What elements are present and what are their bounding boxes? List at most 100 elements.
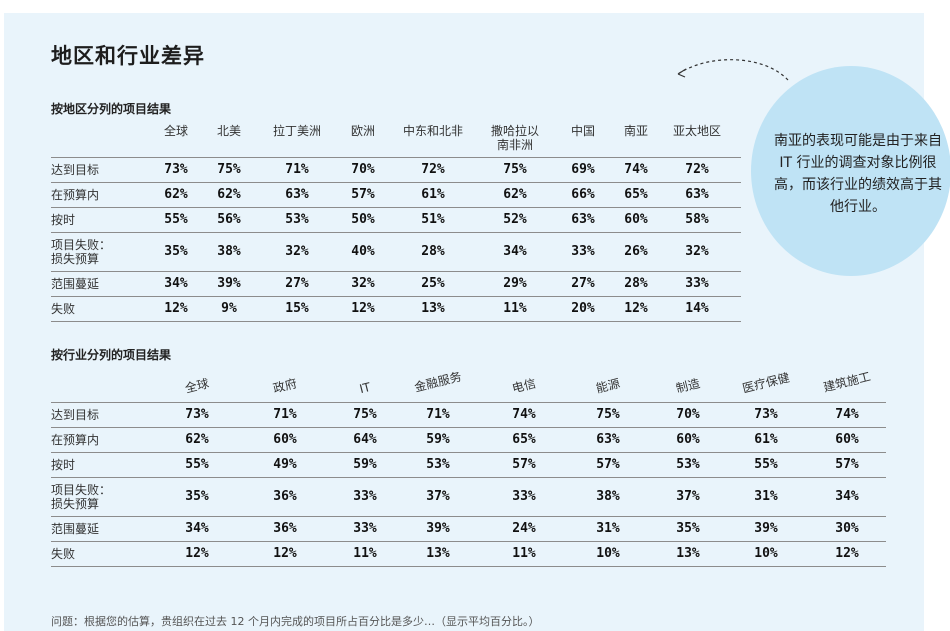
region-divider <box>51 157 741 158</box>
region-cell: 32% <box>285 243 309 259</box>
industry-cell: 12% <box>835 545 859 561</box>
region-cell: 26% <box>624 243 648 259</box>
region-cell: 62% <box>503 186 527 202</box>
industry-cell: 33% <box>512 488 536 504</box>
industry-cell: 11% <box>512 545 536 561</box>
region-cell: 20% <box>571 300 595 316</box>
region-cell: 40% <box>351 243 375 259</box>
region-cell: 29% <box>503 275 527 291</box>
region-cell: 32% <box>351 275 375 291</box>
industry-cell: 24% <box>512 520 536 536</box>
region-cell: 70% <box>351 161 375 177</box>
region-divider <box>51 271 741 272</box>
industry-cell: 53% <box>676 456 700 472</box>
industry-cell: 75% <box>353 406 377 422</box>
region-cell: 62% <box>164 186 188 202</box>
industry-cell: 13% <box>426 545 450 561</box>
region-column-header: 南亚 <box>623 124 648 138</box>
region-cell: 75% <box>217 161 241 177</box>
industry-cell: 60% <box>835 431 859 447</box>
industry-divider <box>51 477 886 478</box>
industry-cell: 49% <box>273 456 297 472</box>
industry-cell: 60% <box>676 431 700 447</box>
region-cell: 15% <box>285 300 309 316</box>
industry-cell: 33% <box>353 488 377 504</box>
survey-question-note: 问题：根据您的估算，贵组织在过去 12 个月内完成的项目所占百分比是多少…（显示… <box>51 615 540 628</box>
industry-cell: 35% <box>676 520 700 536</box>
callout-arrow-icon <box>677 59 789 81</box>
industry-cell: 70% <box>676 406 700 422</box>
region-column-header: 拉丁美洲 <box>272 124 321 138</box>
industry-cell: 38% <box>596 488 620 504</box>
industry-row-label: 在预算内 <box>51 432 100 447</box>
industry-cell: 31% <box>596 520 620 536</box>
industry-cell: 10% <box>596 545 620 561</box>
region-cell: 72% <box>685 161 709 177</box>
industry-cell: 34% <box>835 488 859 504</box>
region-cell: 11% <box>503 300 527 316</box>
region-cell: 62% <box>217 186 241 202</box>
industry-cell: 37% <box>426 488 450 504</box>
region-cell: 34% <box>503 243 527 259</box>
region-cell: 28% <box>421 243 445 259</box>
industry-cell: 65% <box>512 431 536 447</box>
industry-cell: 35% <box>185 488 209 504</box>
region-cell: 72% <box>421 161 445 177</box>
industry-cell: 12% <box>185 545 209 561</box>
industry-cell: 10% <box>754 545 778 561</box>
region-cell: 74% <box>624 161 648 177</box>
industry-cell: 55% <box>185 456 209 472</box>
region-cell: 25% <box>421 275 445 291</box>
industry-divider <box>51 402 886 403</box>
region-cell: 75% <box>503 161 527 177</box>
industry-cell: 75% <box>596 406 620 422</box>
industry-cell: 59% <box>353 456 377 472</box>
industry-cell: 53% <box>426 456 450 472</box>
industry-cell: 59% <box>426 431 450 447</box>
industry-cell: 12% <box>273 545 297 561</box>
industry-divider <box>51 541 886 542</box>
region-row-label: 达到目标 <box>51 162 100 177</box>
industry-cell: 13% <box>676 545 700 561</box>
industry-cell: 34% <box>185 520 209 536</box>
region-cell: 39% <box>217 275 241 291</box>
region-cell: 34% <box>164 275 188 291</box>
industry-cell: 33% <box>353 520 377 536</box>
industry-table-title: 按行业分列的项目结果 <box>51 348 172 362</box>
region-divider <box>51 182 741 183</box>
region-cell: 60% <box>624 211 648 227</box>
industry-cell: 73% <box>185 406 209 422</box>
industry-row-label: 项目失败： 损失预算 <box>51 482 112 511</box>
region-cell: 51% <box>421 211 445 227</box>
industry-cell: 39% <box>426 520 450 536</box>
industry-cell: 36% <box>273 488 297 504</box>
industry-row-label: 失败 <box>51 546 76 561</box>
region-column-header: 全球 <box>163 124 188 138</box>
industry-cell: 57% <box>835 456 859 472</box>
region-divider <box>51 321 741 322</box>
region-cell: 13% <box>421 300 445 316</box>
region-cell: 55% <box>164 211 188 227</box>
industry-cell: 11% <box>353 545 377 561</box>
region-cell: 52% <box>503 211 527 227</box>
region-cell: 14% <box>685 300 709 316</box>
region-table-title: 按地区分列的项目结果 <box>51 102 172 116</box>
region-column-header: 撒哈拉以 南非洲 <box>490 124 539 152</box>
region-cell: 50% <box>351 211 375 227</box>
callout-text: 南亚的表现可能是由于来自 IT 行业的调查对象比例很高，而该行业的绩效高于其他行… <box>774 133 942 215</box>
industry-cell: 61% <box>754 431 778 447</box>
region-divider <box>51 296 741 297</box>
industry-cell: 39% <box>754 520 778 536</box>
industry-cell: 57% <box>512 456 536 472</box>
region-cell: 69% <box>571 161 595 177</box>
region-cell: 38% <box>217 243 241 259</box>
region-cell: 32% <box>685 243 709 259</box>
region-column-header: 欧洲 <box>350 124 375 138</box>
region-column-header: 中东和北非 <box>402 124 463 138</box>
region-cell: 66% <box>571 186 595 202</box>
industry-divider <box>51 452 886 453</box>
region-cell: 27% <box>285 275 309 291</box>
industry-cell: 71% <box>273 406 297 422</box>
industry-cell: 71% <box>426 406 450 422</box>
industry-row-label: 按时 <box>51 457 76 472</box>
